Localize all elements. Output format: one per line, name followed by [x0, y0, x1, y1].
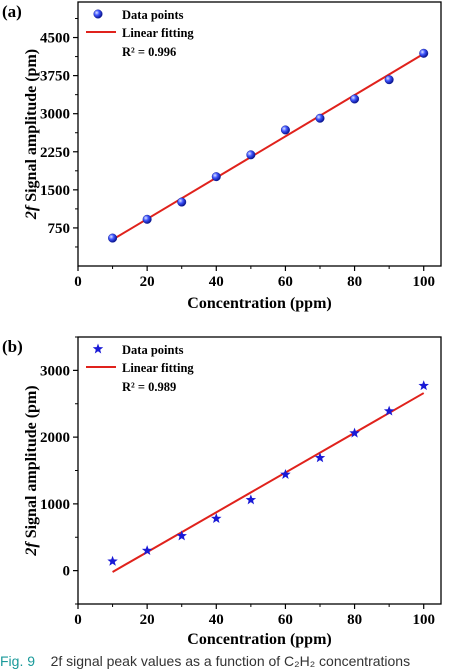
- figure-caption: Fig. 9 2f signal peak values as a functi…: [0, 653, 474, 670]
- legend-label-data: Data points: [122, 343, 184, 357]
- x-tick-label: 0: [74, 274, 82, 290]
- fit-line: [112, 52, 425, 241]
- legend-marker: [92, 343, 104, 354]
- x-tick-label: 0: [74, 612, 82, 628]
- r-squared-label: R² = 0.996: [122, 45, 176, 59]
- x-tick-label: 60: [278, 612, 293, 628]
- data-point: [384, 75, 394, 85]
- data-point: [246, 150, 256, 160]
- legend-label-fit: Linear fitting: [122, 26, 194, 40]
- y-tick-label: 4500: [40, 31, 70, 47]
- x-tick-label: 60: [278, 274, 293, 290]
- data-point: [245, 494, 257, 505]
- y-tick-label: 1500: [40, 183, 70, 199]
- x-tick-label: 80: [347, 612, 362, 628]
- x-tick-label: 100: [412, 274, 435, 290]
- y-tick-label: 750: [48, 221, 71, 237]
- x-tick-label: 80: [347, 274, 362, 290]
- y-tick-label: 1000: [40, 497, 70, 513]
- data-point: [176, 530, 187, 541]
- r-squared-label: R² = 0.989: [122, 380, 176, 394]
- y-tick-label: 3000: [40, 363, 70, 379]
- y-tick-label: 3750: [40, 69, 70, 85]
- data-point: [107, 555, 118, 566]
- y-axis-title: 2f Signal amplitude (pm): [23, 385, 40, 556]
- x-tick-label: 20: [140, 274, 155, 290]
- y-axis-title-rest: Signal amplitude (pm): [23, 385, 40, 542]
- fit-line: [112, 392, 425, 573]
- x-tick-label: 40: [209, 274, 224, 290]
- legend-label-fit: Linear fitting: [122, 361, 194, 375]
- plot-frame: [77, 336, 442, 605]
- data-point: [350, 94, 360, 104]
- legend-marker: [93, 9, 103, 19]
- panel-label: (a): [2, 2, 22, 21]
- y-tick-label: 2250: [40, 145, 70, 161]
- data-point: [418, 380, 429, 391]
- data-point: [211, 172, 221, 182]
- data-point: [280, 469, 291, 479]
- data-point: [211, 513, 222, 524]
- y-axis-title-rest: Signal amplitude (pm): [23, 49, 40, 206]
- y-axis-title-italic: 2f: [23, 541, 40, 557]
- panel-label: (b): [2, 337, 23, 356]
- data-point: [383, 405, 395, 416]
- data-point: [419, 48, 429, 58]
- y-tick-label: 2000: [40, 430, 70, 446]
- data-point: [280, 125, 290, 135]
- x-axis-title: Concentration (ppm): [187, 631, 331, 648]
- y-axis-title-italic: 2f: [23, 204, 40, 220]
- plot-frame: [77, 1, 442, 267]
- caption-text: 2f signal peak values as a function of C…: [50, 653, 411, 669]
- y-axis-title: 2f Signal amplitude (pm): [23, 49, 40, 220]
- data-point: [314, 452, 326, 463]
- legend-label-data: Data points: [122, 8, 184, 22]
- y-tick-label: 0: [63, 564, 71, 580]
- data-point: [349, 427, 360, 438]
- data-point: [142, 214, 152, 224]
- data-point: [141, 545, 153, 556]
- x-tick-label: 40: [209, 612, 224, 628]
- data-point: [177, 197, 187, 207]
- x-tick-label: 20: [140, 612, 155, 628]
- data-point: [108, 233, 118, 243]
- y-tick-label: 3000: [40, 107, 70, 123]
- data-point: [315, 113, 325, 123]
- x-axis-title: Concentration (ppm): [187, 295, 331, 312]
- x-tick-label: 100: [412, 612, 435, 628]
- caption-label: Fig. 9: [0, 653, 36, 669]
- panel-a: 0 20 40 60 80 100 750 1500 2250 3000 3750 4500 Conce…: [2, 1, 442, 312]
